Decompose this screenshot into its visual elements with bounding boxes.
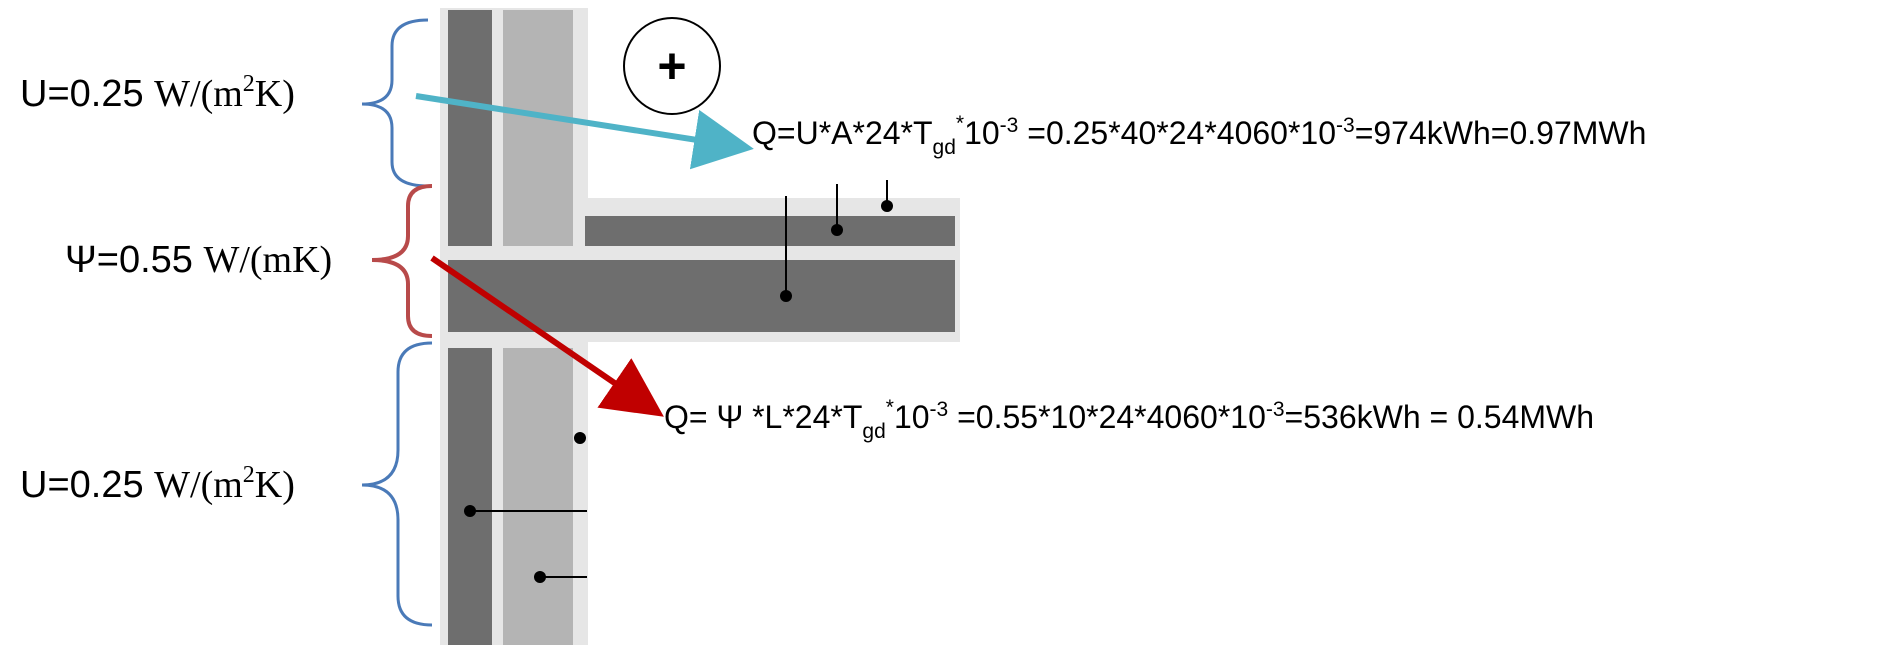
brace-psi bbox=[371, 184, 433, 338]
bridge-eq-sup3: -3 bbox=[1266, 398, 1285, 421]
wall-eq-part1: Q=U*A*24*T bbox=[752, 115, 933, 151]
brace-u-top bbox=[361, 18, 429, 188]
u-top-prefix: U=0.25 bbox=[20, 73, 154, 115]
bridge-eq-sup2: -3 bbox=[930, 398, 949, 421]
bridge-eq-sub: gd bbox=[862, 420, 885, 443]
bridge-eq-part2: 10 bbox=[894, 399, 930, 435]
slab-top-layer bbox=[585, 216, 955, 246]
psi-unit: W/(mK) bbox=[203, 239, 332, 281]
u-bottom-unit-sup: 2 bbox=[243, 462, 255, 488]
u-bottom-prefix: U=0.25 bbox=[20, 464, 154, 506]
lower-wall-outer-layer bbox=[503, 348, 573, 645]
wall-eq-sup3: -3 bbox=[1336, 114, 1355, 137]
wall-eq-sub: gd bbox=[933, 136, 956, 159]
psi-prefix: Ψ=0.55 bbox=[65, 239, 203, 281]
plus-sign: + bbox=[657, 38, 686, 94]
wall-eq-sup2: -3 bbox=[1000, 114, 1019, 137]
psi-value-label: Ψ=0.55 W/(mK) bbox=[65, 239, 332, 281]
u-top-unit-sup: 2 bbox=[243, 71, 255, 97]
u-bottom-unit-post: K) bbox=[255, 464, 295, 506]
arrow-wall bbox=[415, 93, 754, 170]
bridge-eq-sup1: * bbox=[886, 396, 894, 419]
upper-wall-inner-layer bbox=[448, 10, 492, 246]
u-value-bottom-label: U=0.25 W/(m2K) bbox=[20, 462, 295, 506]
u-value-top-label: U=0.25 W/(m2K) bbox=[20, 71, 295, 115]
leader-lines bbox=[470, 180, 888, 578]
u-bottom-unit-pre: W/(m bbox=[154, 464, 243, 506]
leader-dots bbox=[464, 200, 893, 583]
wall-heat-loss-equation: Q=U*A*24*Tgd*10-3 =0.25*40*24*4060*10-3=… bbox=[752, 112, 1646, 159]
wall-eq-sup1: * bbox=[956, 112, 964, 135]
wall-eq-part3: =0.25*40*24*4060*10 bbox=[1018, 115, 1336, 151]
arrow-bridge bbox=[430, 255, 664, 417]
lower-wall-inner-layer bbox=[448, 348, 492, 645]
bridge-eq-part4: =536kWh = 0.54MWh bbox=[1285, 399, 1594, 435]
bridge-eq-part3: =0.55*10*24*4060*10 bbox=[948, 399, 1266, 435]
bridge-eq-part1: Q= Ψ *L*24*T bbox=[664, 399, 862, 435]
brace-u-bottom bbox=[361, 341, 433, 627]
wall-eq-part2: 10 bbox=[964, 115, 1000, 151]
slab-main-layer bbox=[448, 260, 955, 332]
u-top-unit-pre: W/(m bbox=[154, 73, 243, 115]
upper-wall-outer-layer bbox=[503, 10, 573, 246]
thermal-bridge-heat-loss-equation: Q= Ψ *L*24*Tgd*10-3 =0.55*10*24*4060*10-… bbox=[664, 396, 1594, 443]
wall-eq-part4: =974kWh=0.97MWh bbox=[1355, 115, 1647, 151]
u-top-unit-post: K) bbox=[255, 73, 295, 115]
plus-circle-icon: + bbox=[623, 17, 721, 115]
